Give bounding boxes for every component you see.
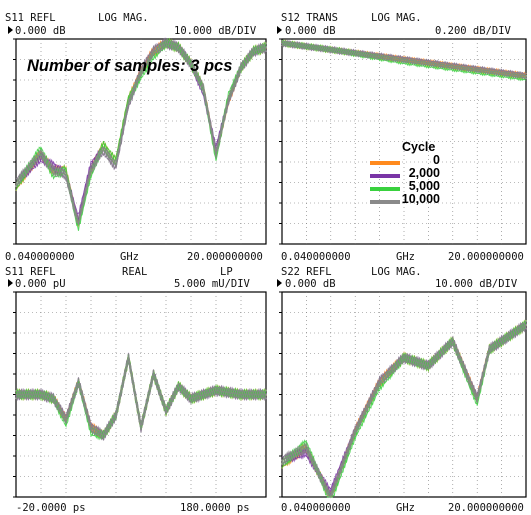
legend-swatch-3 bbox=[370, 200, 400, 204]
panel1-trace-3 bbox=[15, 38, 267, 226]
legend-label-1: 2,000 bbox=[408, 166, 440, 180]
panel1-title-mid: LOG MAG. bbox=[98, 12, 149, 24]
panel1-title-left: S11 REFL bbox=[5, 12, 56, 24]
panel1-x-start: 0.040000000 bbox=[5, 251, 75, 263]
panel1-x-unit: GHz bbox=[120, 251, 139, 263]
panel4-title-left: S22 REFL bbox=[281, 266, 332, 278]
panel3-trace-3 bbox=[15, 352, 267, 439]
panel1-ref-marker bbox=[8, 26, 13, 34]
panel1-x-stop: 20.000000000 bbox=[187, 251, 263, 263]
panel3-x-start: -20.0000 ps bbox=[16, 502, 86, 514]
legend-swatch-2 bbox=[370, 187, 400, 191]
panel4-title-mid: LOG MAG. bbox=[371, 266, 422, 278]
panel4-x-start: 0.040000000 bbox=[281, 502, 351, 514]
panel3-scale: 5.000 mU/DIV bbox=[174, 278, 250, 290]
panel2-title-mid: LOG MAG. bbox=[371, 12, 422, 24]
panel3-x-stop: 180.0000 ps bbox=[180, 502, 250, 514]
panel3-ref: 0.000 pU bbox=[15, 278, 66, 290]
panel3-title-lp: LP bbox=[220, 266, 233, 278]
panel2-x-start: 0.040000000 bbox=[281, 251, 351, 263]
panel2-title-left: S12 TRANS bbox=[281, 12, 338, 24]
panel3-title-left: S11 REFL bbox=[5, 266, 56, 278]
panel2-ref: 0.000 dB bbox=[285, 25, 336, 37]
panel3-ref-marker bbox=[8, 279, 13, 287]
legend-label-3: 10,000 bbox=[401, 192, 440, 206]
panel2-ref-marker bbox=[277, 26, 282, 34]
panel4-ref: 0.000 dB bbox=[285, 278, 336, 290]
panel4-x-unit: GHz bbox=[396, 502, 415, 514]
panel1-scale: 10.000 dB/DIV bbox=[174, 25, 257, 37]
panel4-trace-3 bbox=[281, 322, 527, 499]
panel4-ref-marker bbox=[277, 279, 282, 287]
legend-swatch-1 bbox=[370, 174, 400, 178]
legend-label-2: 5,000 bbox=[408, 179, 440, 193]
samples-annotation: Number of samples: 3 pcs bbox=[27, 57, 233, 75]
panel1-ref: 0.000 dB bbox=[15, 25, 66, 37]
legend-label-0: 0 bbox=[433, 153, 440, 167]
panel4-scale: 10.000 dB/DIV bbox=[435, 278, 518, 290]
panel2-trace-3 bbox=[281, 39, 527, 80]
panel2-x-unit: GHz bbox=[396, 251, 415, 263]
panel2-x-stop: 20.000000000 bbox=[448, 251, 524, 263]
legend-title: Cycle bbox=[402, 140, 436, 154]
panel4-x-stop: 20.000000000 bbox=[448, 502, 524, 514]
panel2-scale: 0.200 dB/DIV bbox=[435, 25, 511, 37]
panel3-title-mid: REAL bbox=[122, 266, 148, 278]
legend-swatch-0 bbox=[370, 161, 400, 165]
